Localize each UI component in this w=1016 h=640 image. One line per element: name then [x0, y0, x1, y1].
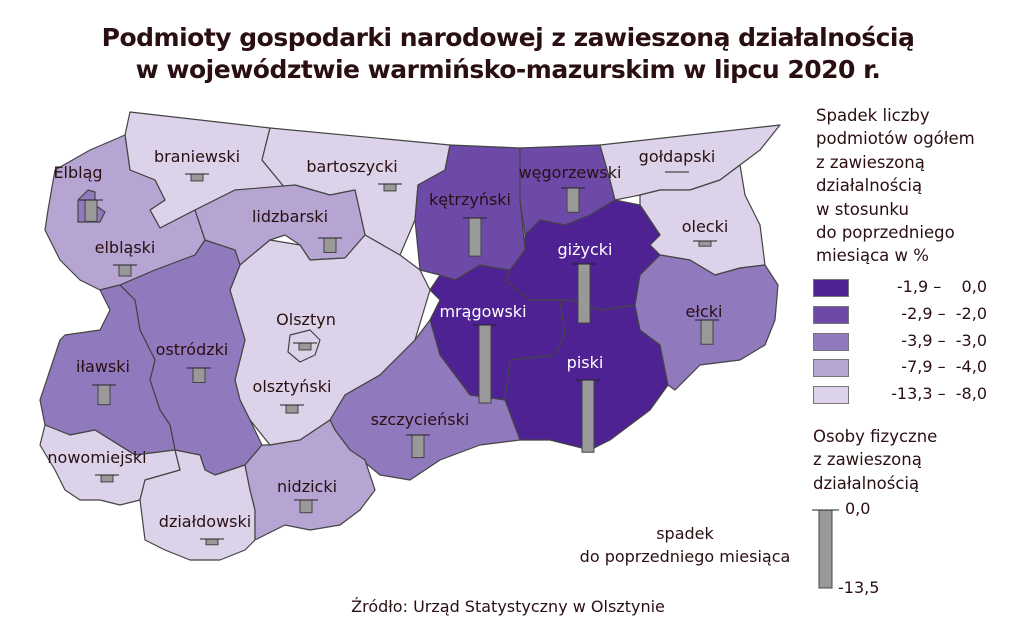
legend-class-5: -13,3 – -8,0: [813, 384, 1013, 404]
legend-caption-line: do poprzedniego miesiąca: [579, 547, 791, 566]
bar-elblaski: [118, 264, 132, 277]
label-dzialdowski: działdowski: [159, 512, 251, 531]
title-line-1: Podmioty gospodarki narodowej z zawieszo…: [101, 23, 915, 52]
label-ketrzynski: kętrzyński: [429, 190, 511, 209]
map-title: Podmioty gospodarki narodowej z zawieszo…: [0, 22, 1016, 86]
legend-swatch: [813, 333, 849, 351]
label-olsztyn: Olsztyn: [276, 310, 336, 329]
legend-class-3: -3,9 – -3,0: [813, 331, 1013, 351]
label-wegorzewski: węgorzewski: [519, 163, 622, 182]
label-mragowski: mrągowski: [439, 302, 526, 321]
bar-elblag: [84, 199, 98, 222]
legend-title-line: podmiotów ogółem: [816, 129, 975, 149]
bar-elcki: [700, 319, 714, 345]
label-elcki: ełcki: [686, 302, 723, 321]
legend-class-label: -13,3 – -8,0: [891, 384, 987, 403]
label-lidzbarski: lidzbarski: [252, 207, 328, 226]
bar-wegorzewski: [566, 187, 580, 213]
regions-layer: [39, 111, 781, 561]
region-szczycienski: [329, 319, 521, 481]
legend-title-line: działalnością: [813, 473, 920, 493]
legend-class-label: -1,9 – 0,0: [896, 277, 987, 296]
label-szczycienski: szczycieński: [371, 410, 470, 429]
legend-bar-max-label: 0,0: [845, 499, 871, 518]
legend-class-label: -2,9 – -2,0: [901, 304, 987, 323]
bars-layer: [79, 171, 719, 546]
title-line-2: w województwie warmińsko-mazurskim w lip…: [135, 55, 881, 84]
legend-caption-line: spadek: [656, 524, 714, 543]
label-elblag: Elbląg: [53, 163, 102, 182]
legend-bar-caption: spadek do poprzedniego miesiąca: [560, 522, 810, 568]
label-piski: piski: [567, 353, 604, 372]
region-piski: [504, 299, 669, 451]
labels-layer: Elbląg braniewski bartoszycki lidzbarski elb…: [47, 147, 728, 531]
legend-title-line: do poprzedniego: [816, 223, 955, 243]
legend-title-line: z zawieszoną: [816, 152, 925, 172]
bar-lidzbarski: [323, 237, 337, 253]
legend-class-label: -3,9 – -3,0: [901, 331, 987, 350]
legend-class-4: -7,9 – -4,0: [813, 357, 1013, 377]
bar-dzialdowski: [205, 538, 219, 546]
legend-choropleth-title: Spadek liczby podmiotów ogółem z zawiesz…: [816, 104, 975, 268]
legend-title-line: w stosunku: [816, 199, 909, 219]
bar-braniewski: [190, 173, 204, 182]
label-bartoszycki: bartoszycki: [306, 157, 397, 176]
bar-olsztyn: [298, 342, 312, 351]
legend-bar-min-label: -13,5: [838, 578, 880, 597]
bar-ostrodzki: [192, 367, 206, 383]
legend-swatch: [813, 279, 849, 297]
legend-title-line: miesiąca w %: [816, 246, 929, 266]
legend-swatch: [813, 386, 849, 404]
label-braniewski: braniewski: [154, 147, 240, 166]
legend-title-line: z zawieszoną: [813, 450, 922, 470]
label-nowomiejski: nowomiejski: [47, 448, 146, 467]
label-ilawski: iławski: [76, 357, 130, 376]
label-gizycki: giżycki: [558, 240, 613, 259]
bar-piski: [581, 379, 595, 453]
legend-swatch: [813, 306, 849, 324]
source-note: Źródło: Urząd Statystyczny w Olsztynie: [351, 597, 665, 616]
bar-szczycienski: [411, 434, 425, 459]
region-dzialdowski: [139, 449, 256, 561]
legend-class-2: -2,9 – -2,0: [813, 304, 1013, 324]
bar-ketrzynski: [468, 217, 482, 257]
bar-ilawski: [97, 384, 111, 406]
bar-gizycki: [577, 263, 591, 324]
label-nidzicki: nidzicki: [277, 477, 337, 496]
legend-title-line: Osoby fizyczne: [813, 427, 938, 446]
label-elblaski: elbląski: [95, 238, 156, 257]
bar-nowomiejski: [100, 474, 114, 483]
bar-nidzicki: [299, 499, 313, 514]
bar-olsztynski: [285, 404, 299, 414]
bar-mragowski: [478, 324, 492, 404]
legend-title-line: działalnością: [816, 176, 923, 196]
legend-swatch: [813, 359, 849, 377]
legend-class-1: -1,9 – 0,0: [813, 277, 1013, 297]
label-ostrodzki: ostródzki: [156, 340, 229, 359]
bar-olecki: [698, 240, 712, 247]
legend-title-line: Spadek liczby: [816, 106, 930, 125]
bar-bartoszycki: [383, 183, 397, 192]
label-olecki: olecki: [682, 217, 729, 236]
legend-class-label: -7,9 – -4,0: [901, 357, 987, 376]
label-olsztynski: olsztyński: [253, 377, 332, 396]
region-nidzicki: [244, 419, 376, 541]
legend-bar: [818, 509, 833, 589]
label-goldapski: gołdapski: [639, 147, 716, 166]
legend-bar-symbol: [812, 509, 839, 589]
legend-bars-title: Osoby fizyczne z zawieszoną działalności…: [813, 425, 937, 495]
